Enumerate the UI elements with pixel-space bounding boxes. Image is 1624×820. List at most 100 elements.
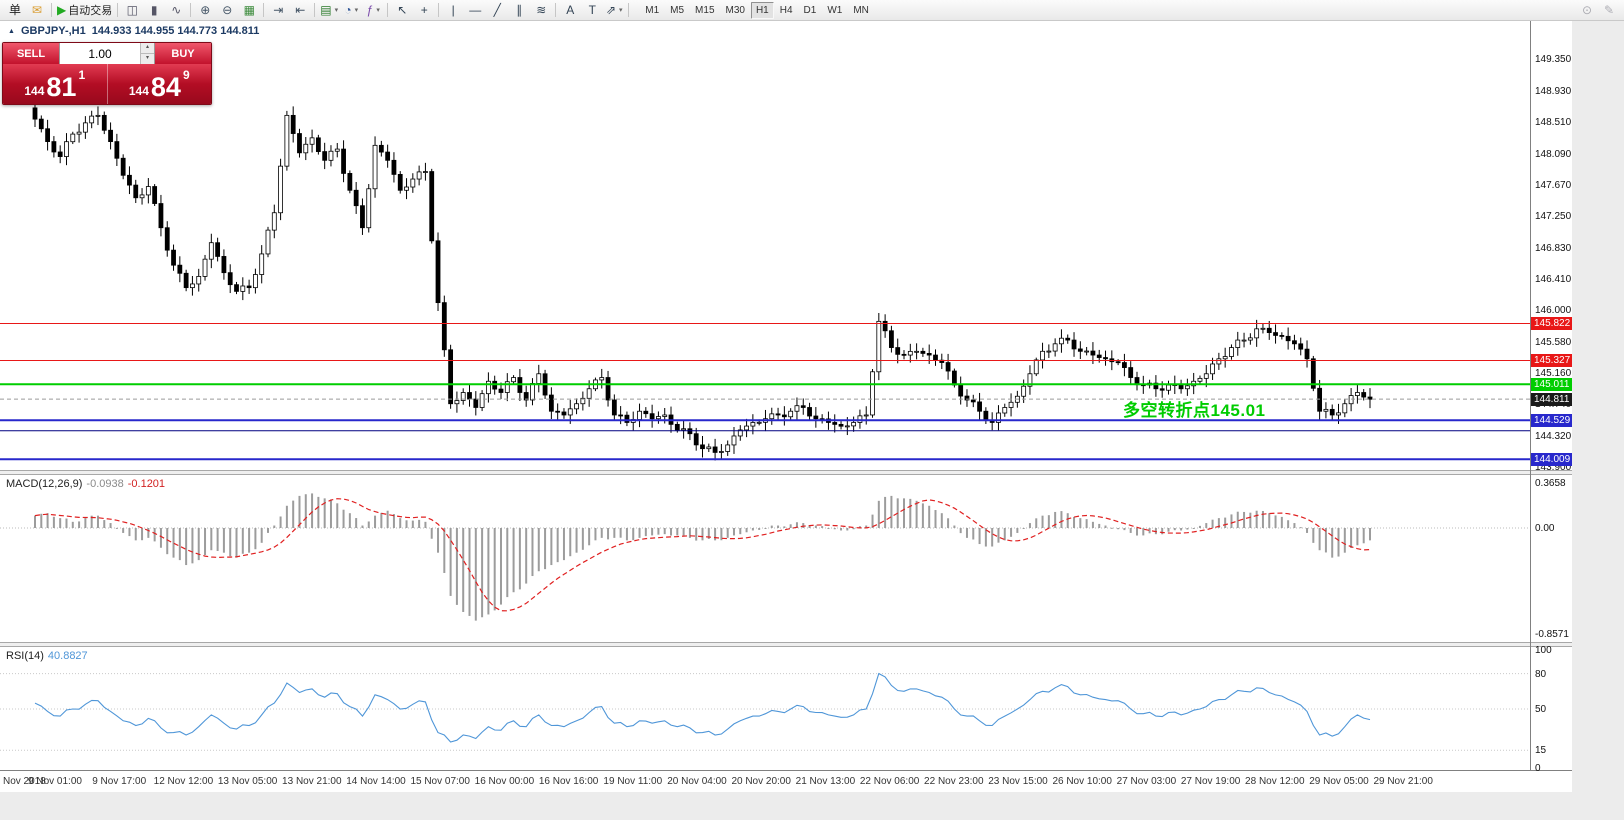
- time-axis-label: 16 Nov 16:00: [538, 776, 599, 787]
- price-tag-145.011: 145.011: [1531, 377, 1573, 391]
- rsi-axis-label: 50: [1535, 704, 1547, 715]
- time-axis-label: 22 Nov 06:00: [859, 776, 920, 787]
- sell-button[interactable]: SELL: [3, 43, 59, 64]
- horizontal-line-button[interactable]: —: [464, 1, 486, 19]
- price-axis-label: 146.000: [1535, 305, 1572, 317]
- timeframe-m1-button[interactable]: M1: [645, 4, 660, 16]
- rsi-title: RSI(14): [6, 650, 44, 662]
- price-axis-label: 148.510: [1535, 117, 1572, 129]
- arrows-button[interactable]: ⇗ ▾: [603, 1, 625, 19]
- time-axis[interactable]: Nov 2018 9 Nov 01:00 9 Nov 17:00 12 Nov 12:…: [0, 770, 1572, 793]
- text-label-button[interactable]: T: [581, 1, 603, 19]
- toolbar-separator: [438, 3, 440, 17]
- price-axis[interactable]: 149.350 148.930 148.510 148.090 147.670 147.2…: [1530, 21, 1573, 774]
- price-axis-label: 144.320: [1535, 430, 1572, 442]
- zoom-in-icon: ⊕: [200, 3, 211, 17]
- buy-price-button[interactable]: 144 84 9: [106, 64, 211, 104]
- timeframe-h4-button[interactable]: H4: [779, 4, 793, 16]
- equidistant-channel-button[interactable]: ∥: [508, 1, 530, 19]
- time-axis-label: 29 Nov 05:00: [1309, 776, 1369, 787]
- mail-button[interactable]: ✉: [26, 1, 48, 19]
- time-axis-label: 27 Nov 03:00: [1116, 776, 1177, 787]
- volume-value[interactable]: 1.00: [88, 46, 112, 61]
- rsi-value: 40.8827: [47, 650, 88, 662]
- search-button[interactable]: ⊙: [1576, 1, 1598, 19]
- chart-background[interactable]: [0, 21, 1572, 792]
- time-axis-label: 9 Nov 17:00: [92, 776, 147, 787]
- volume-up-button[interactable]: ▴: [141, 43, 154, 53]
- quick-edit-button[interactable]: ✎: [1598, 1, 1620, 19]
- crosshair-icon: +: [420, 3, 428, 17]
- zoom-out-button[interactable]: ⊖: [216, 1, 238, 19]
- price-axis-label: 149.350: [1535, 54, 1572, 66]
- timeframe-w1-button[interactable]: W1: [827, 4, 843, 16]
- buy-price-pip: 9: [182, 68, 190, 82]
- window-right-margin: [1572, 21, 1624, 820]
- price-axis-label: 145.160: [1535, 368, 1572, 380]
- timeframe-d1-button[interactable]: D1: [803, 4, 817, 16]
- price-chart[interactable]: [0, 21, 1572, 792]
- buy-button[interactable]: BUY: [155, 43, 211, 64]
- time-axis-label: 23 Nov 15:00: [988, 776, 1048, 787]
- macd-main-value: -0.0938: [86, 478, 124, 490]
- timeframe-m30-button[interactable]: M30: [725, 4, 745, 16]
- mail-icon: ✉: [31, 3, 43, 17]
- toolbar-separator: [117, 3, 119, 17]
- auto-scroll-button[interactable]: ⇥: [267, 1, 289, 19]
- crosshair-button[interactable]: +: [413, 1, 435, 19]
- candlestick-chart-button[interactable]: ▮: [143, 1, 165, 19]
- price-tag-144.811: 144.811: [1531, 392, 1573, 406]
- panel-splitter-macd[interactable]: [0, 470, 1572, 475]
- timeframe-m15-button[interactable]: M15: [695, 4, 715, 16]
- arrows-icon: ⇗: [605, 3, 616, 17]
- profiles-icon: ◔: [344, 3, 352, 17]
- cursor-button[interactable]: ↖: [391, 1, 413, 19]
- sell-price-main: 81: [46, 72, 77, 102]
- time-axis-label: 20 Nov 20:00: [731, 776, 791, 787]
- price-tag-144.009: 144.009: [1531, 452, 1573, 466]
- text-button[interactable]: A: [559, 1, 581, 19]
- trendline-button[interactable]: ╱: [486, 1, 508, 19]
- zoom-in-button[interactable]: ⊕: [194, 1, 216, 19]
- indicators-button[interactable]: ƒ ▾: [362, 1, 384, 19]
- vertical-line-button[interactable]: |: [442, 1, 464, 19]
- profiles-button[interactable]: ◔ ▾: [340, 1, 362, 19]
- chevron-down-icon: ▾: [619, 7, 623, 14]
- fibonacci-button[interactable]: ≋: [530, 1, 552, 19]
- price-axis-label: 148.090: [1535, 148, 1572, 160]
- volume-field[interactable]: 1.00 ▴ ▾: [59, 43, 155, 64]
- timeframe-m5-button[interactable]: M5: [670, 4, 685, 16]
- new-order-button[interactable]: 单: [4, 1, 26, 19]
- toolbar-separator: [51, 3, 52, 17]
- macd-title: MACD(12,26,9): [6, 478, 83, 490]
- chevron-down-icon: ▾: [354, 7, 359, 14]
- tile-windows-button[interactable]: ▦: [238, 1, 260, 19]
- line-chart-icon: ∿: [171, 3, 182, 17]
- panel-splitter-rsi[interactable]: [0, 642, 1572, 647]
- time-axis-label: 12 Nov 12:00: [153, 776, 214, 787]
- time-axis-label: 16 Nov 00:00: [474, 776, 535, 787]
- price-axis-label: 148.930: [1535, 85, 1572, 97]
- chart-symbol-label: GBPJPY-,H1: [20, 25, 86, 37]
- line-chart-button[interactable]: ∿: [165, 1, 187, 19]
- price-axis-label: 146.830: [1535, 242, 1572, 254]
- toolbar-separator: [387, 3, 389, 17]
- macd-axis-label: 0.00: [1535, 523, 1555, 534]
- chart-shift-icon: ⇤: [295, 3, 306, 17]
- horizontal-line-icon: —: [469, 3, 482, 17]
- bar-chart-button[interactable]: ◫: [121, 1, 143, 19]
- volume-down-button[interactable]: ▾: [141, 53, 154, 64]
- time-axis-label: 19 Nov 11:00: [603, 776, 663, 787]
- sell-price-button[interactable]: 144 81 1: [3, 64, 107, 104]
- chart-shift-button[interactable]: ⇤: [289, 1, 311, 19]
- tile-windows-icon: ▦: [243, 3, 255, 17]
- timeframe-h1-button[interactable]: H1: [750, 1, 774, 19]
- vertical-line-icon: |: [451, 3, 455, 17]
- new-chart-button[interactable]: ▤ ▾: [318, 1, 340, 19]
- one-click-price-row: 144 81 1 144 84 9: [3, 64, 211, 104]
- sell-price-prefix: 144: [24, 84, 45, 98]
- autotrading-button[interactable]: ▶ 自动交易: [55, 1, 114, 19]
- equidistant-channel-icon: ∥: [516, 3, 523, 17]
- timeframe-mn-button[interactable]: MN: [853, 4, 869, 16]
- price-tag-144.529: 144.529: [1531, 413, 1573, 427]
